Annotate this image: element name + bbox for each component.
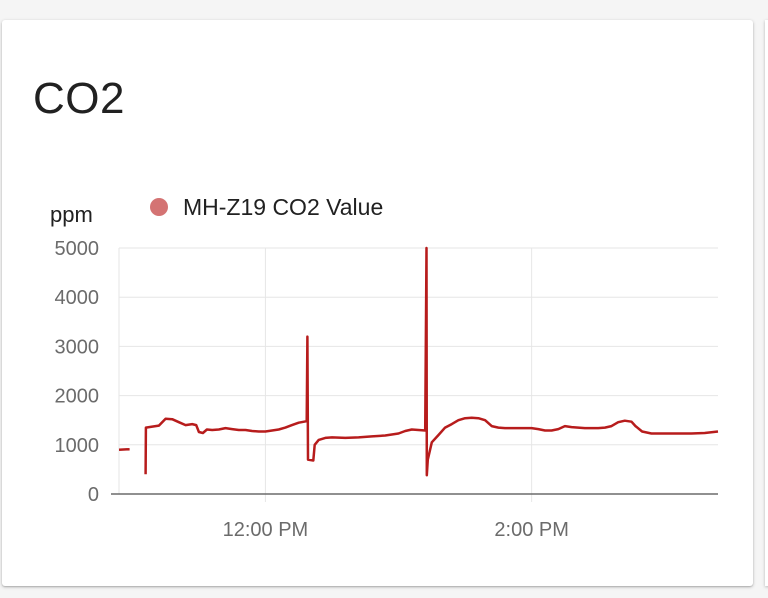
adjacent-card-edge: [765, 20, 768, 586]
y-tick-label: 1000: [55, 435, 100, 457]
x-tick-label: 2:00 PM: [494, 519, 568, 541]
chart-card: [2, 20, 753, 586]
x-tick-label: 12:00 PM: [223, 519, 309, 541]
y-axis-label: ppm: [50, 202, 93, 227]
series-line: [144, 246, 719, 477]
series-line: [118, 447, 130, 451]
series-lines: [118, 246, 719, 477]
card-title: CO2: [33, 74, 125, 123]
y-tick-label: 0: [88, 484, 99, 506]
tick-labels: 0 1000 2000 3000 4000 5000 12:00 PM 2:00 PM: [55, 238, 569, 541]
y-tick-label: 4000: [55, 287, 100, 309]
grid-lines: [118, 247, 718, 502]
legend[interactable]: MH-Z19 CO2 Value: [150, 194, 383, 220]
legend-marker[interactable]: [150, 198, 168, 216]
legend-label[interactable]: MH-Z19 CO2 Value: [183, 194, 383, 220]
y-tick-label: 2000: [55, 386, 100, 408]
y-tick-label: 5000: [55, 238, 100, 260]
y-tick-label: 3000: [55, 336, 100, 358]
